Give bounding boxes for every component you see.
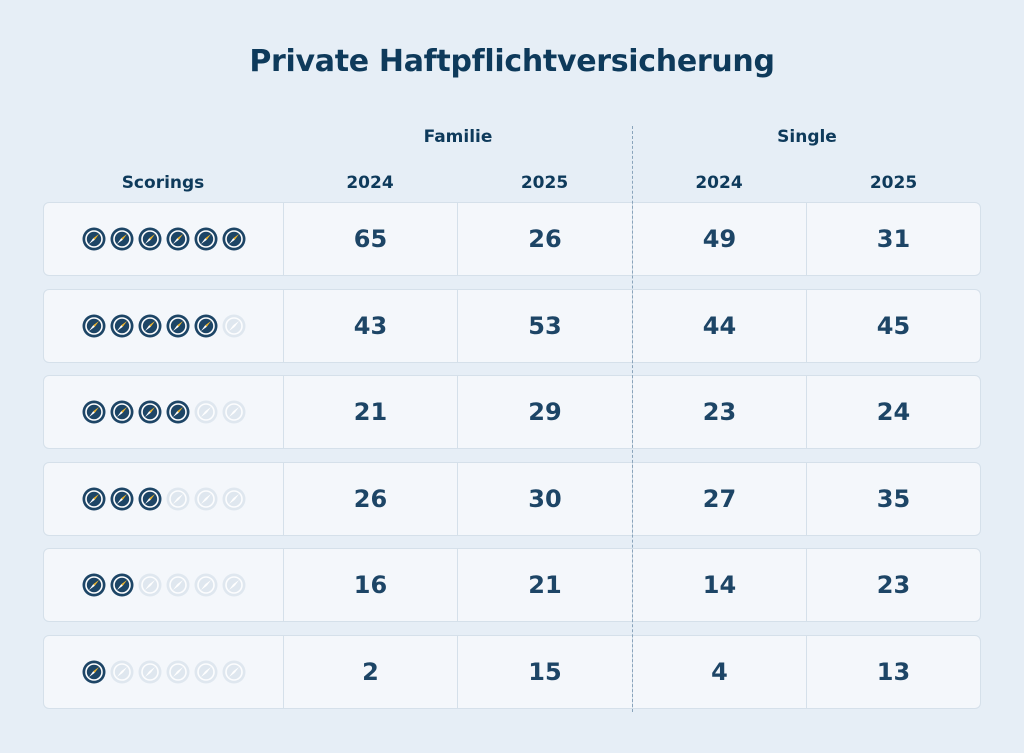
value-cell-single-2025: 24 — [806, 376, 980, 448]
value-cell-single-2024: 23 — [632, 376, 806, 448]
compass-icon-empty — [222, 314, 246, 338]
compass-icon — [166, 400, 190, 424]
compass-icon — [82, 314, 106, 338]
score-rating — [82, 660, 246, 684]
score-cell — [44, 549, 283, 621]
compass-icon-empty — [222, 400, 246, 424]
compass-icon-empty — [138, 573, 162, 597]
value-cell-single-2024: 27 — [632, 463, 806, 535]
compass-icon — [82, 487, 106, 511]
value-cell-single-2024: 14 — [632, 549, 806, 621]
score-rating — [82, 314, 246, 338]
value-cell-familie-2024: 65 — [283, 203, 457, 275]
compass-icon — [82, 227, 106, 251]
compass-icon — [138, 227, 162, 251]
compass-icon-empty — [222, 660, 246, 684]
compass-icon — [110, 400, 134, 424]
table-row: 65 26 49 31 — [43, 202, 981, 276]
group-header-familie: Familie — [423, 127, 493, 147]
group-divider — [632, 126, 633, 712]
compass-icon — [82, 573, 106, 597]
compass-icon-empty — [222, 573, 246, 597]
value-cell-single-2025: 31 — [806, 203, 980, 275]
value-cell-familie-2024: 26 — [283, 463, 457, 535]
table-row: 43 53 44 45 — [43, 289, 981, 363]
compass-icon — [194, 314, 218, 338]
column-header-scorings: Scorings — [121, 173, 205, 193]
value-cell-familie-2024: 16 — [283, 549, 457, 621]
value-cell-familie-2025: 21 — [457, 549, 632, 621]
compass-icon — [110, 227, 134, 251]
table-row: 21 29 23 24 — [43, 375, 981, 449]
value-cell-single-2024: 44 — [632, 290, 806, 362]
score-cell — [44, 376, 283, 448]
value-cell-familie-2024: 43 — [283, 290, 457, 362]
table-row: 26 30 27 35 — [43, 462, 981, 536]
compass-icon-empty — [194, 573, 218, 597]
compass-icon — [82, 400, 106, 424]
column-header-single-2025: 2025 — [869, 173, 918, 193]
score-rating — [82, 573, 246, 597]
value-cell-familie-2025: 15 — [457, 636, 632, 708]
compass-icon — [82, 660, 106, 684]
compass-icon-empty — [166, 487, 190, 511]
compass-icon — [194, 227, 218, 251]
score-rating — [82, 400, 246, 424]
value-cell-familie-2025: 29 — [457, 376, 632, 448]
score-cell — [44, 463, 283, 535]
value-cell-single-2025: 45 — [806, 290, 980, 362]
compass-icon-empty — [166, 573, 190, 597]
value-cell-single-2024: 4 — [632, 636, 806, 708]
value-cell-single-2025: 23 — [806, 549, 980, 621]
compass-icon — [138, 400, 162, 424]
compass-icon-empty — [194, 487, 218, 511]
compass-icon-empty — [194, 400, 218, 424]
table-row: 16 21 14 23 — [43, 548, 981, 622]
value-cell-familie-2025: 30 — [457, 463, 632, 535]
compass-icon — [222, 227, 246, 251]
page-title: Private Haftpflichtversicherung — [249, 44, 775, 79]
value-cell-single-2025: 35 — [806, 463, 980, 535]
table-row: 2 15 4 13 — [43, 635, 981, 709]
value-cell-familie-2025: 26 — [457, 203, 632, 275]
value-cell-familie-2024: 2 — [283, 636, 457, 708]
compass-icon — [166, 314, 190, 338]
compass-icon — [166, 227, 190, 251]
compass-icon — [110, 314, 134, 338]
compass-icon-empty — [166, 660, 190, 684]
score-rating — [82, 487, 246, 511]
value-cell-familie-2024: 21 — [283, 376, 457, 448]
compass-icon — [138, 487, 162, 511]
compass-icon — [110, 573, 134, 597]
compass-icon-empty — [110, 660, 134, 684]
compass-icon-empty — [222, 487, 246, 511]
score-rating — [82, 227, 246, 251]
column-header-familie-2025: 2025 — [520, 173, 569, 193]
compass-icon — [110, 487, 134, 511]
score-cell — [44, 290, 283, 362]
score-cell — [44, 203, 283, 275]
compass-icon-empty — [194, 660, 218, 684]
score-cell — [44, 636, 283, 708]
value-cell-familie-2025: 53 — [457, 290, 632, 362]
group-header-single: Single — [777, 127, 837, 147]
compass-icon-empty — [138, 660, 162, 684]
value-cell-single-2025: 13 — [806, 636, 980, 708]
column-header-single-2024: 2024 — [695, 173, 743, 193]
value-cell-single-2024: 49 — [632, 203, 806, 275]
column-header-familie-2024: 2024 — [346, 173, 394, 193]
compass-icon — [138, 314, 162, 338]
